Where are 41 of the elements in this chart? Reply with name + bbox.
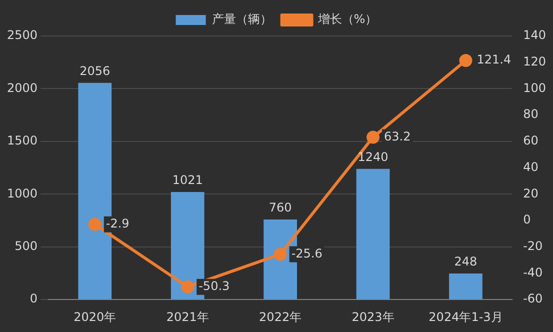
data-label: 2056 [80,64,110,78]
x-tick-label: 2024年1-3月 [428,310,503,324]
y2-tick-label: 20 [523,186,538,200]
data-label: -2.9 [106,216,130,230]
point [459,54,472,68]
data-label: -50.3 [198,278,230,293]
bar [449,273,482,300]
x-tick-label: 2023年 [352,310,394,324]
x-tick-label: 2020年 [74,310,116,324]
y2-tick-label: 60 [523,134,538,148]
data-label: 1240 [358,150,388,164]
x-tick-label: 2021年 [166,310,209,324]
point [366,130,380,144]
y2-tick-label: -60 [523,292,543,306]
data-label: 248 [454,254,478,269]
y-tick-label: 0 [30,292,38,306]
y-tick-label: 1500 [6,134,38,148]
y2-tick-label: 80 [523,107,538,122]
y2-tick-label: 0 [523,212,531,227]
bar [356,168,390,300]
y2-tick-label: 100 [523,80,546,95]
data-label: 121.4 [476,52,512,67]
data-label: -25.6 [291,246,322,260]
y2-tick-label: -40 [523,265,543,280]
data-label: 63.2 [384,129,411,144]
point [88,218,102,231]
point [181,280,194,294]
y-tick-label: 500 [14,239,38,254]
y2-tick-label: 120 [523,54,546,68]
legend-label: 增长（%） [316,12,378,26]
y2-tick-label: 40 [523,160,538,174]
point [274,248,287,261]
y2-tick-label: 140 [523,28,546,42]
legend-label: 产量（辆） [212,12,272,26]
y-tick-label: 2500 [6,28,38,42]
x-tick-label: 2022年 [259,310,302,324]
data-label: 760 [268,200,292,215]
y-tick-label: 1000 [6,186,38,200]
data-label: 1021 [172,173,203,188]
y-tick-label: 2000 [6,80,38,95]
y2-tick-label: -20 [523,239,543,254]
